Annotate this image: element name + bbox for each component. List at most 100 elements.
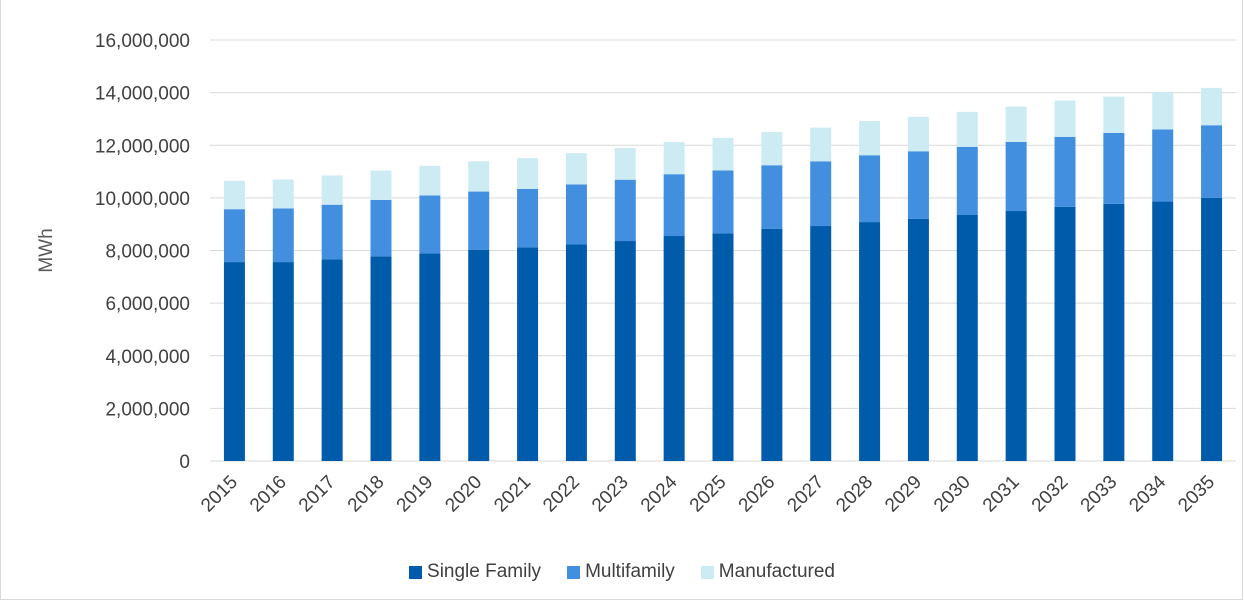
bar-multifamily-2025 <box>713 171 734 234</box>
bar-manufactured-2023 <box>615 148 636 180</box>
bar-multifamily-2020 <box>468 192 489 250</box>
bar-manufactured-2029 <box>908 117 929 151</box>
bar-multifamily-2022 <box>566 184 587 244</box>
bar-multifamily-2021 <box>517 189 538 247</box>
bar-single-family-2024 <box>664 236 685 461</box>
bar-multifamily-2015 <box>224 209 245 262</box>
bar-multifamily-2034 <box>1152 129 1173 201</box>
y-tick-label: 4,000,000 <box>105 347 190 368</box>
x-tick-label: 2030 <box>930 472 975 517</box>
bar-single-family-2025 <box>713 233 734 461</box>
x-tick-label: 2017 <box>295 472 340 517</box>
bar-manufactured-2026 <box>761 132 782 165</box>
bar-manufactured-2015 <box>224 181 245 209</box>
bar-single-family-2023 <box>615 241 636 461</box>
x-tick-label: 2028 <box>832 472 877 517</box>
legend-label-manufactured: Manufactured <box>719 561 835 583</box>
x-tick-label: 2026 <box>735 472 780 517</box>
legend-item-multifamily: Multifamily <box>567 561 675 583</box>
y-tick-label: 10,000,000 <box>95 189 190 210</box>
x-tick-label: 2022 <box>539 472 584 517</box>
x-tick-label: 2031 <box>979 472 1024 517</box>
bar-single-family-2022 <box>566 244 587 461</box>
bar-multifamily-2035 <box>1201 125 1222 198</box>
bar-multifamily-2033 <box>1103 133 1124 204</box>
y-tick-label: 6,000,000 <box>105 294 190 315</box>
bar-multifamily-2030 <box>957 147 978 215</box>
x-tick-label: 2019 <box>393 472 438 517</box>
legend-label-single-family: Single Family <box>427 561 541 583</box>
bar-manufactured-2019 <box>419 166 440 196</box>
x-tick-label: 2034 <box>1126 471 1171 516</box>
bar-single-family-2027 <box>810 226 831 461</box>
bar-single-family-2033 <box>1103 204 1124 461</box>
legend-swatch-single-family <box>409 566 422 579</box>
bar-manufactured-2034 <box>1152 92 1173 129</box>
bar-single-family-2026 <box>761 229 782 461</box>
x-tick-label: 2020 <box>442 472 487 517</box>
legend: Single Family Multifamily Manufactured <box>0 560 1244 584</box>
bar-single-family-2034 <box>1152 202 1173 461</box>
bar-multifamily-2028 <box>859 155 880 222</box>
x-tick-label: 2025 <box>686 472 731 517</box>
bar-multifamily-2026 <box>761 165 782 229</box>
bar-manufactured-2025 <box>713 138 734 171</box>
bar-single-family-2035 <box>1201 198 1222 461</box>
x-tick-label: 2015 <box>197 472 242 517</box>
x-tick-label: 2035 <box>1174 472 1219 517</box>
x-tick-labels: 2015 2016 2017 2018 2019 2020 2021 2022 2023 2024… <box>197 471 1219 516</box>
y-axis-label: MWh <box>36 228 57 272</box>
bar-multifamily-2018 <box>371 200 392 256</box>
y-tick-label: 0 <box>179 452 190 473</box>
bar-multifamily-2029 <box>908 151 929 219</box>
bar-single-family-2020 <box>468 250 489 461</box>
x-tick-label: 2032 <box>1028 472 1073 517</box>
y-tick-label: 8,000,000 <box>105 242 190 263</box>
bar-stacks <box>224 88 1222 461</box>
legend-label-multifamily: Multifamily <box>585 561 675 583</box>
bar-multifamily-2031 <box>1006 142 1027 211</box>
bar-multifamily-2032 <box>1055 137 1076 207</box>
bar-single-family-2029 <box>908 219 929 461</box>
x-tick-label: 2027 <box>784 472 829 517</box>
x-tick-label: 2029 <box>881 472 926 517</box>
y-tick-label: 2,000,000 <box>105 399 190 420</box>
x-tick-label: 2033 <box>1077 472 1122 517</box>
bar-multifamily-2024 <box>664 174 685 236</box>
y-tick-label: 16,000,000 <box>95 31 190 52</box>
bar-manufactured-2032 <box>1055 101 1076 137</box>
bar-manufactured-2020 <box>468 161 489 191</box>
bar-manufactured-2031 <box>1006 107 1027 142</box>
bar-single-family-2017 <box>322 259 343 461</box>
x-tick-label: 2018 <box>344 472 389 517</box>
bar-multifamily-2016 <box>273 208 294 262</box>
bar-manufactured-2033 <box>1103 97 1124 133</box>
bar-multifamily-2027 <box>810 161 831 226</box>
y-tick-label: 14,000,000 <box>95 84 190 105</box>
legend-item-single-family: Single Family <box>409 561 541 583</box>
bar-manufactured-2016 <box>273 179 294 208</box>
legend-swatch-multifamily <box>567 566 580 579</box>
bar-manufactured-2018 <box>371 171 392 200</box>
x-tick-label: 2021 <box>490 472 535 517</box>
y-tick-labels: 0 2,000,000 4,000,000 6,000,000 8,000,000 10,… <box>95 31 190 473</box>
bar-single-family-2021 <box>517 247 538 461</box>
bar-manufactured-2024 <box>664 142 685 174</box>
bar-single-family-2031 <box>1006 211 1027 461</box>
bar-multifamily-2019 <box>419 196 440 254</box>
bar-manufactured-2022 <box>566 153 587 184</box>
bar-multifamily-2017 <box>322 205 343 260</box>
bar-multifamily-2023 <box>615 180 636 241</box>
bar-single-family-2028 <box>859 222 880 461</box>
x-tick-label: 2024 <box>637 471 682 516</box>
bar-single-family-2019 <box>419 253 440 461</box>
y-tick-label: 12,000,000 <box>95 136 190 157</box>
bar-manufactured-2030 <box>957 112 978 147</box>
legend-item-manufactured: Manufactured <box>701 561 835 583</box>
bar-single-family-2018 <box>371 256 392 461</box>
bar-single-family-2032 <box>1055 207 1076 461</box>
bar-single-family-2016 <box>273 262 294 461</box>
bar-manufactured-2027 <box>810 128 831 162</box>
bar-manufactured-2021 <box>517 158 538 189</box>
